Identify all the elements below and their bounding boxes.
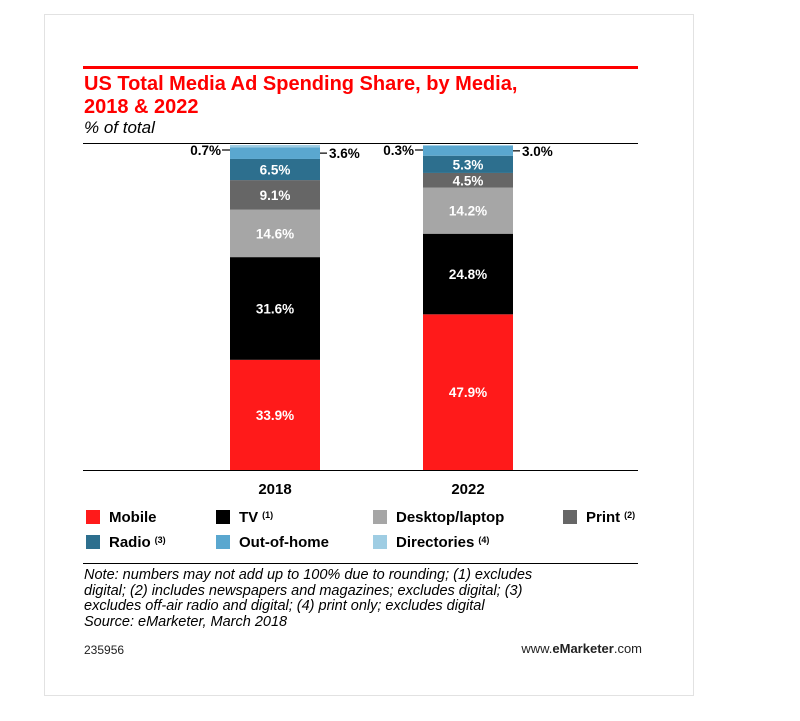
x-tick-label: 2022 [451,481,484,498]
legend-footnote-marker: (2) [624,510,636,520]
x-tick-label: 2018 [258,481,291,498]
note-divider [83,563,638,564]
data-label: 3.0% [522,144,553,159]
title-accent-rule [83,66,638,69]
legend-swatch [563,510,577,524]
bar-segment-directories-2018 [230,145,320,148]
legend-label: Desktop/laptop [396,508,505,526]
bar-segment-desktop-laptop-2018 [230,209,320,258]
bar-segment-radio-2022 [423,155,513,173]
legend-item-tv: TV (1) [216,508,273,526]
chart-title: US Total Media Ad Spending Share, by Med… [84,73,644,119]
legend-footnote-marker: (4) [478,535,490,545]
legend-item-radio: Radio (3) [86,533,166,551]
legend-item-mobile: Mobile [86,508,157,526]
site-prefix: www. [521,641,553,656]
legend-item-out-of-home: Out-of-home [216,533,329,551]
top-divider [83,143,638,144]
note-line: digital; (2) includes newspapers and mag… [84,582,523,599]
chart-title-line-2: 2018 & 2022 [84,96,199,118]
note-line: Note: numbers may not add up to 100% due… [84,567,533,583]
legend-label: Directories [396,533,475,551]
legend-swatch [86,535,100,549]
chart-title-line-1: US Total Media Ad Spending Share, by Med… [84,73,518,95]
data-label: 33.9% [256,408,294,423]
legend-footnote-marker: (3) [154,535,166,545]
bar-segment-print-2018 [230,180,320,210]
bar-segment-mobile-2022 [423,314,513,470]
site-link[interactable]: www.eMarketer.com [521,641,642,656]
bar-segment-tv-2018 [230,257,320,360]
data-label: 6.5% [260,163,291,178]
bar-segment-tv-2022 [423,233,513,315]
legend-swatch [216,510,230,524]
bar-segment-desktop-laptop-2022 [423,187,513,234]
data-label: 0.7% [190,143,221,158]
data-label: 31.6% [256,301,294,316]
bar-segment-directories-2022 [423,145,513,146]
site-brand: eMarketer [552,641,614,656]
legend-swatch [373,535,387,549]
legend-label: Radio [109,533,151,551]
note-line: excludes off-air radio and digital; (4) … [84,598,485,614]
chart-card [44,14,694,696]
source-line: Source: eMarketer, March 2018 [84,613,288,630]
bar-segment-print-2022 [423,172,513,188]
data-label: 14.6% [256,226,294,241]
data-label: 3.6% [329,146,360,161]
data-label: 5.3% [453,157,484,172]
legend-label: Mobile [109,508,157,526]
legend-swatch [216,535,230,549]
data-label: 0.3% [383,143,414,158]
data-label: 4.5% [453,173,484,188]
legend-swatch [373,510,387,524]
bar-segment-out-of-home-2022 [423,145,513,156]
chart-id: 235956 [84,643,125,657]
bar-segment-mobile-2018 [230,359,320,470]
data-label: 9.1% [260,188,291,203]
data-label: 24.8% [449,267,487,282]
legend-label: Out-of-home [239,533,329,551]
legend-swatch [86,510,100,524]
data-label: 14.2% [449,204,487,219]
legend-item-print: Print (2) [563,508,635,526]
legend-item-desktop-laptop: Desktop/laptop [373,508,504,526]
chart-subtitle: % of total [84,118,155,137]
legend-label: TV [239,508,259,526]
data-label: 47.9% [449,385,487,400]
bar-segment-radio-2018 [230,158,320,181]
legend-item-directories: Directories (4) [373,533,489,551]
bar-segment-out-of-home-2018 [230,147,320,159]
legend-label: Print [586,508,621,526]
site-suffix: .com [613,641,642,656]
legend-footnote-marker: (1) [262,510,274,520]
chart-note: Note: numbers may not add up to 100% due… [84,567,644,630]
